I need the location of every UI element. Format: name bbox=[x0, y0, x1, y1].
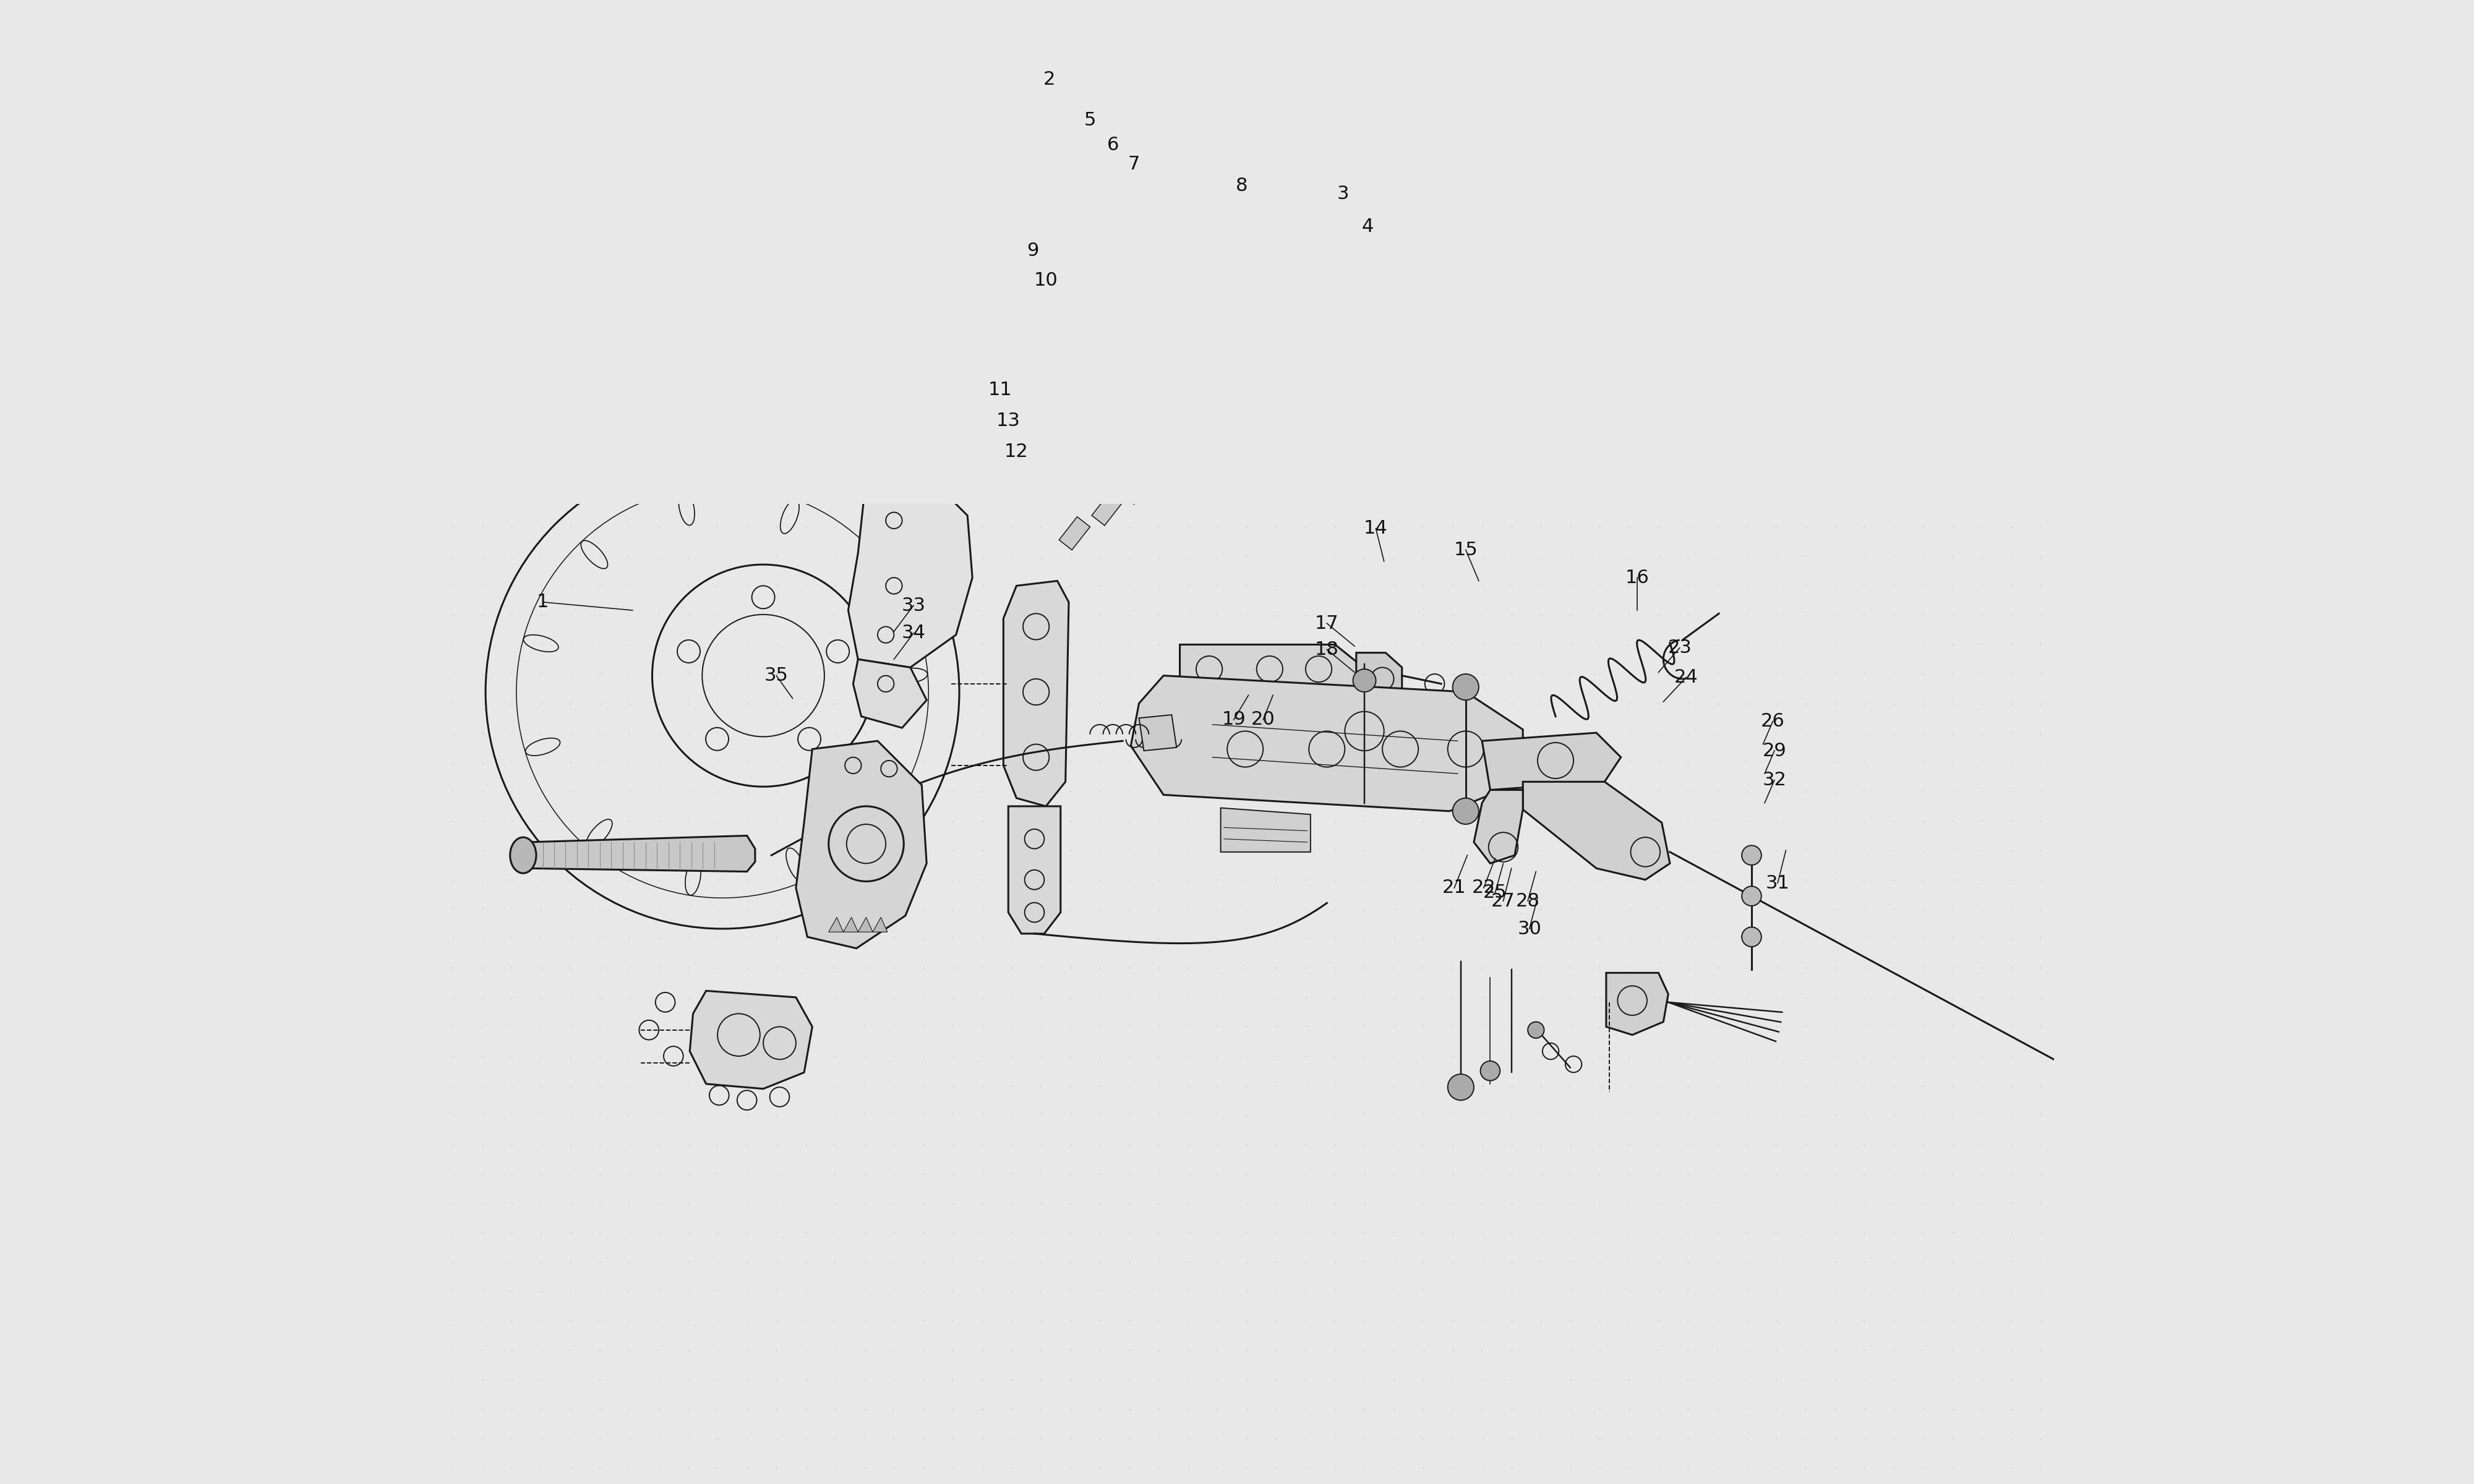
Polygon shape bbox=[1121, 470, 1153, 505]
Text: 33: 33 bbox=[901, 597, 925, 614]
Polygon shape bbox=[1009, 806, 1061, 933]
Circle shape bbox=[1452, 798, 1479, 824]
Text: 5: 5 bbox=[1084, 111, 1096, 129]
Polygon shape bbox=[858, 917, 873, 932]
Text: 14: 14 bbox=[1363, 519, 1388, 537]
Text: 31: 31 bbox=[1766, 874, 1789, 892]
Text: 35: 35 bbox=[764, 666, 789, 684]
Text: 29: 29 bbox=[1761, 742, 1786, 760]
Polygon shape bbox=[844, 917, 858, 932]
Ellipse shape bbox=[510, 837, 537, 873]
Text: 16: 16 bbox=[1625, 568, 1650, 586]
Text: 23: 23 bbox=[1667, 640, 1692, 657]
Polygon shape bbox=[1482, 733, 1620, 789]
Polygon shape bbox=[1138, 715, 1178, 751]
Text: 32: 32 bbox=[1761, 772, 1786, 789]
Text: 21: 21 bbox=[1442, 879, 1467, 896]
Text: 25: 25 bbox=[1482, 884, 1507, 902]
Text: 22: 22 bbox=[1472, 879, 1497, 896]
Text: 20: 20 bbox=[1252, 711, 1274, 729]
Polygon shape bbox=[527, 835, 755, 871]
Text: 34: 34 bbox=[901, 625, 925, 643]
Text: 12: 12 bbox=[1004, 442, 1029, 462]
Text: 24: 24 bbox=[1675, 668, 1697, 686]
Polygon shape bbox=[1606, 974, 1667, 1034]
Circle shape bbox=[1479, 1061, 1499, 1080]
Polygon shape bbox=[1220, 807, 1311, 852]
Polygon shape bbox=[873, 917, 888, 932]
Polygon shape bbox=[849, 482, 972, 668]
Text: 9: 9 bbox=[1027, 242, 1039, 260]
Circle shape bbox=[1742, 886, 1761, 905]
Polygon shape bbox=[1475, 789, 1524, 864]
Text: 7: 7 bbox=[1128, 156, 1141, 174]
Text: 18: 18 bbox=[1314, 641, 1338, 659]
Text: 3: 3 bbox=[1336, 186, 1348, 203]
Polygon shape bbox=[1131, 675, 1524, 812]
Polygon shape bbox=[1180, 644, 1361, 697]
Polygon shape bbox=[690, 991, 811, 1089]
Text: 10: 10 bbox=[1034, 272, 1059, 289]
Text: 19: 19 bbox=[1222, 711, 1247, 729]
Circle shape bbox=[1452, 674, 1479, 700]
Text: 4: 4 bbox=[1361, 218, 1373, 236]
Polygon shape bbox=[1091, 493, 1123, 525]
Text: 30: 30 bbox=[1517, 920, 1541, 938]
Text: 8: 8 bbox=[1237, 177, 1247, 194]
Circle shape bbox=[1742, 846, 1761, 865]
Polygon shape bbox=[1173, 448, 1205, 481]
Text: 26: 26 bbox=[1761, 712, 1784, 730]
Circle shape bbox=[1742, 927, 1761, 947]
Polygon shape bbox=[854, 659, 928, 727]
Polygon shape bbox=[829, 917, 844, 932]
Polygon shape bbox=[1524, 782, 1670, 880]
Text: 27: 27 bbox=[1492, 892, 1514, 910]
Text: 1: 1 bbox=[537, 594, 549, 611]
Text: 17: 17 bbox=[1314, 614, 1338, 632]
Text: 2: 2 bbox=[1044, 71, 1054, 89]
Polygon shape bbox=[1356, 653, 1403, 705]
Text: 28: 28 bbox=[1517, 892, 1539, 910]
Circle shape bbox=[1353, 669, 1376, 692]
Text: 13: 13 bbox=[997, 413, 1019, 430]
Polygon shape bbox=[1059, 516, 1091, 551]
Text: 11: 11 bbox=[987, 381, 1012, 399]
Circle shape bbox=[1529, 1022, 1544, 1039]
Polygon shape bbox=[1004, 580, 1069, 806]
Text: 15: 15 bbox=[1455, 540, 1477, 559]
Text: 6: 6 bbox=[1106, 137, 1118, 154]
Polygon shape bbox=[797, 741, 928, 948]
Circle shape bbox=[1447, 1074, 1475, 1100]
